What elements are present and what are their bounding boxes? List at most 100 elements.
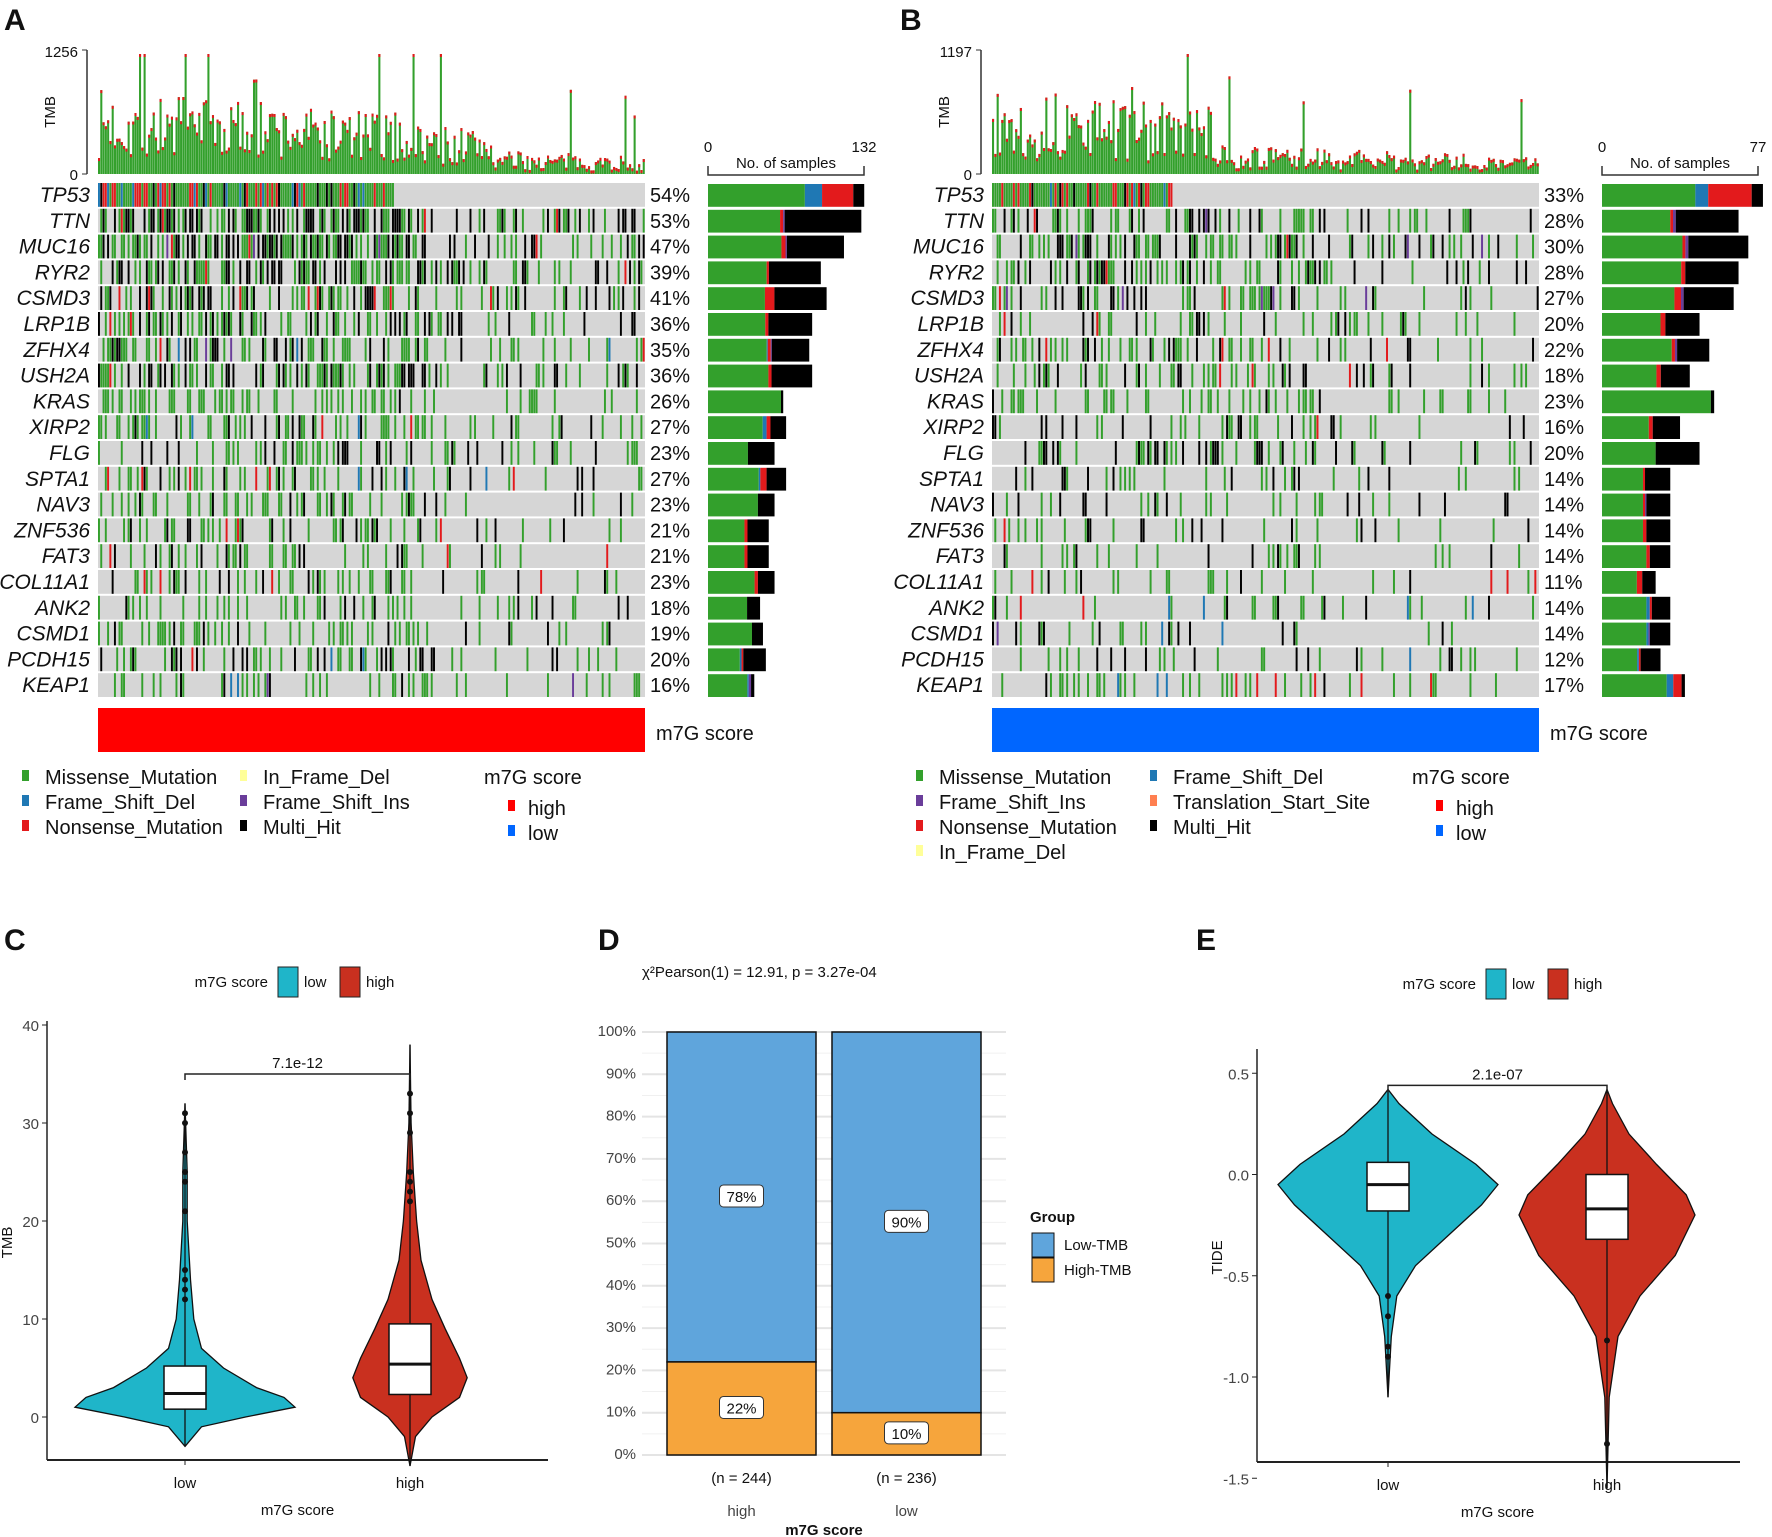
mutation-cell: [321, 389, 324, 414]
tmb-bar-nonsense: [1091, 110, 1094, 114]
mutation-cell: [207, 518, 210, 543]
mutation-cell: [1216, 389, 1219, 414]
mutation-cell: [211, 492, 214, 517]
tmb-bar: [1492, 158, 1495, 174]
mutation-cell: [996, 337, 999, 362]
mutation-cell: [191, 183, 194, 207]
mutation-cell: [186, 389, 189, 414]
mutation-cell: [1369, 415, 1372, 439]
mutation-cell: [230, 389, 233, 414]
mutation-cell: [305, 363, 308, 388]
mutation-cell: [362, 647, 365, 672]
tmb-bar: [1311, 161, 1314, 174]
mutation-cell: [123, 647, 126, 672]
mutation-cell: [168, 621, 171, 646]
mutation-cell: [517, 595, 520, 620]
sample-count-bar-segment: [708, 287, 765, 310]
mutation-cell: [323, 647, 326, 672]
mutation-cell: [1293, 441, 1296, 465]
mutation-cell: [305, 441, 308, 465]
mutation-cell: [227, 570, 230, 594]
mutation-cell: [1488, 595, 1490, 620]
mutation-cell: [474, 415, 476, 439]
mutation-cell: [1256, 415, 1259, 439]
sample-count-bar-segment: [1602, 545, 1647, 568]
tmb-bar: [1318, 166, 1321, 174]
mutation-cell: [1017, 183, 1020, 207]
mutation-cell: [1388, 363, 1391, 388]
mutation-cell: [1374, 518, 1377, 543]
mutation-cell: [355, 183, 358, 207]
mutation-cell: [1478, 260, 1481, 285]
tmb-bar-nonsense: [382, 157, 385, 161]
tmb-bar-nonsense: [1335, 161, 1338, 165]
mutation-cell: [366, 363, 369, 388]
tmb-bar: [1084, 146, 1087, 174]
tmb-bar-nonsense: [1242, 165, 1245, 169]
tmb-bar: [1103, 129, 1106, 174]
mutation-cell: [1149, 183, 1152, 207]
mutation-cell: [1042, 621, 1045, 646]
mutation-cell: [309, 337, 312, 362]
tmb-bar-nonsense: [1286, 149, 1289, 153]
mutation-cell: [362, 183, 365, 207]
mutation-cell: [1467, 260, 1470, 285]
tmb-bar: [243, 149, 246, 174]
mutation-cell: [1170, 363, 1173, 388]
mutation-cell: [1527, 518, 1530, 543]
mutation-cell: [159, 544, 162, 568]
mutation-cell: [583, 312, 586, 336]
tmb-bar: [1093, 101, 1097, 174]
mutation-cell: [1202, 208, 1205, 233]
tmb-bar-nonsense: [1267, 147, 1270, 151]
tmb-bar: [139, 54, 142, 174]
tmb-bar-nonsense: [1256, 148, 1259, 152]
mutation-cell: [243, 208, 246, 233]
gene-name: LRP1B: [23, 313, 90, 336]
tmb-bar-nonsense: [549, 159, 552, 163]
tmb-bar-nonsense: [159, 98, 162, 102]
tmb-bar-nonsense: [150, 128, 153, 132]
mutation-cell: [294, 544, 296, 568]
mutation-cell: [499, 337, 502, 362]
tmb-bar-nonsense: [629, 164, 632, 168]
sample-count-bar-segment: [1602, 235, 1683, 259]
tmb-bar-nonsense: [1158, 116, 1161, 120]
sample-count-bar-segment: [1710, 390, 1715, 414]
mutation-cell: [1154, 492, 1157, 517]
tmb-bar-nonsense: [1309, 158, 1312, 162]
mutation-cell: [608, 621, 611, 646]
mutation-cell: [243, 466, 246, 491]
mutation-cell: [143, 466, 146, 491]
mutation-cell: [141, 183, 144, 207]
outlier-point: [182, 1208, 188, 1215]
sample-count-bar-segment: [765, 313, 769, 336]
mutation-cell: [111, 570, 114, 594]
tmb-bar: [1249, 167, 1252, 174]
mutation-cell: [104, 208, 107, 233]
tmb-bar-nonsense: [339, 140, 342, 144]
mutation-cell: [1272, 466, 1275, 491]
mutation-cell: [1228, 415, 1231, 439]
tmb-bar-nonsense: [262, 150, 265, 154]
mutation-cell: [1441, 389, 1444, 414]
mutation-cell: [282, 363, 285, 388]
y-tick-label: 50%: [606, 1235, 636, 1252]
mutation-cell: [339, 363, 342, 388]
mutation-cell: [519, 389, 522, 414]
mutation-cell: [216, 183, 219, 207]
mutation-cell: [337, 570, 340, 594]
mutation-cell: [104, 518, 107, 543]
mutation-cell: [339, 183, 342, 207]
mutation-cell: [1316, 337, 1319, 362]
tmb-bar: [1154, 123, 1157, 174]
sample-count-bar-segment: [1649, 596, 1652, 620]
mutation-cell: [1198, 673, 1201, 697]
tmb-bar-nonsense: [323, 120, 326, 124]
mutation-cell: [154, 337, 157, 362]
mutation-cell: [1163, 647, 1166, 672]
mutation-cell: [1360, 647, 1363, 672]
mutation-cell: [125, 208, 128, 233]
mutation-cell: [1063, 183, 1066, 207]
gene-mutation-percent: 17%: [1544, 675, 1584, 697]
